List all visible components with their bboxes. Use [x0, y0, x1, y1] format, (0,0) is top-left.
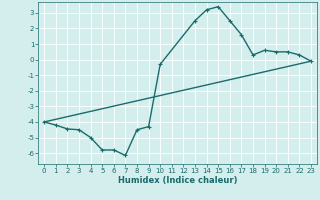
X-axis label: Humidex (Indice chaleur): Humidex (Indice chaleur) — [118, 176, 237, 185]
